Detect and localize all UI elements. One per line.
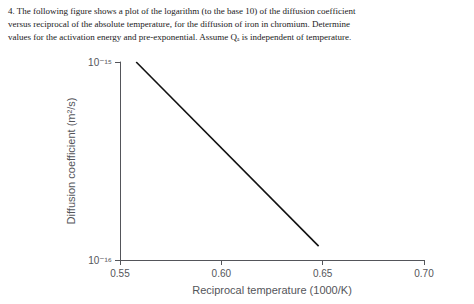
svg-text:Reciprocal temperature (1000/K: Reciprocal temperature (1000/K): [192, 284, 352, 296]
svg-text:Diffusion coefficient (m²/s): Diffusion coefficient (m²/s): [65, 98, 77, 225]
svg-text:versus reciprocal of the absol: versus reciprocal of the absolute temper…: [8, 19, 350, 29]
svg-text:10⁻¹⁵: 10⁻¹⁵: [88, 57, 112, 68]
svg-text:4. The following figure shows: 4. The following figure shows a plot of …: [8, 6, 356, 16]
svg-text:0.55: 0.55: [110, 268, 130, 279]
svg-text:0.70: 0.70: [414, 268, 434, 279]
svg-text:0.60: 0.60: [212, 268, 232, 279]
svg-text:10⁻¹⁶: 10⁻¹⁶: [88, 255, 112, 266]
svg-text:0.65: 0.65: [313, 268, 333, 279]
svg-text:values for the activation ener: values for the activation energy and pre…: [8, 32, 351, 42]
